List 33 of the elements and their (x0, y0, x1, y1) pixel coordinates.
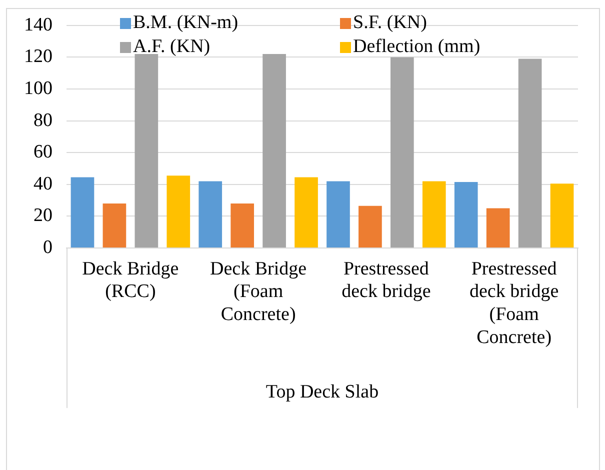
bar (358, 206, 382, 248)
bar (294, 177, 318, 248)
y-tick-label: 40 (34, 173, 52, 194)
y-tick-label: 0 (43, 236, 52, 258)
x-axis-title: Top Deck Slab (266, 382, 379, 403)
x-tick-label: Prestressed deck bridge (342, 258, 431, 302)
y-tick-label: 20 (34, 205, 52, 226)
bar (70, 177, 94, 248)
legend-label: A.F. (KN) (133, 36, 210, 58)
x-tick-label: Deck Bridge (Foam Concrete) (210, 258, 307, 325)
legend-label: S.F. (KN) (353, 12, 427, 34)
x-tick-label: Prestressed deck bridge (Foam Concrete) (469, 258, 559, 348)
legend-label: Deflection (mm) (353, 36, 480, 58)
y-tick-label: 140 (24, 14, 52, 36)
bar (166, 176, 190, 248)
bar (550, 184, 574, 248)
bar (198, 181, 222, 248)
bar (102, 203, 126, 248)
bar (454, 182, 478, 248)
bar (422, 181, 446, 248)
y-tick-label: 60 (34, 142, 52, 163)
bar (518, 58, 542, 248)
y-tick-label: 120 (24, 46, 52, 68)
legend-label: B.M. (KN-m) (133, 12, 238, 34)
y-tick-label: 100 (24, 78, 52, 99)
bar (326, 181, 350, 248)
bar (230, 203, 254, 248)
x-tick-label: Deck Bridge (RCC) (82, 258, 179, 302)
bar (390, 57, 414, 248)
bar (134, 54, 158, 248)
bar (262, 54, 286, 248)
bar (486, 208, 510, 248)
y-tick-label: 80 (34, 110, 52, 131)
